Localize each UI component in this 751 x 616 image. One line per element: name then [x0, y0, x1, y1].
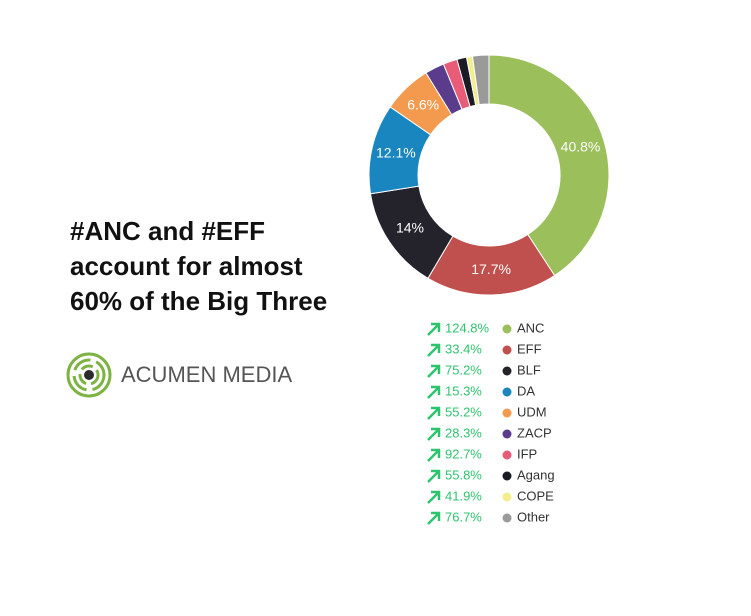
growth-arrow [427, 322, 441, 336]
legend-swatch [502, 366, 512, 376]
value-label: 6.6% [407, 96, 439, 112]
legend-label: Agang [517, 467, 555, 482]
growth-label: 76.7% [445, 509, 482, 524]
growth-arrow [427, 469, 441, 483]
value-label: 17.7% [471, 261, 511, 277]
growth-label: 92.7% [445, 446, 482, 461]
growth-label: 33.4% [445, 341, 482, 356]
growth-arrow [427, 364, 441, 378]
growth-arrow [427, 511, 441, 525]
brand: ACUMEN MEDIA [121, 362, 292, 387]
legend-label: UDM [517, 404, 547, 419]
legend-swatch [502, 387, 512, 397]
legend-label: Other [517, 509, 550, 524]
growth-arrow [427, 343, 441, 357]
slice [471, 54, 490, 106]
logo-icon [66, 352, 112, 398]
growth-arrow [427, 406, 441, 420]
growth-arrow [427, 490, 441, 504]
growth-label: 55.2% [445, 404, 482, 419]
chart-title: #ANC and #EFF account for almost 60% of … [70, 216, 328, 316]
growth-label: 41.9% [445, 488, 482, 503]
growth-arrow [427, 385, 441, 399]
legend-label: EFF [517, 341, 542, 356]
legend-swatch [502, 429, 512, 439]
legend-label: BLF [517, 362, 541, 377]
legend-swatch [502, 408, 512, 418]
growth-label: 75.2% [445, 362, 482, 377]
growth-label: 28.3% [445, 425, 482, 440]
legend-swatch [502, 492, 512, 502]
growth-label: 15.3% [445, 383, 482, 398]
value-label: 14% [396, 219, 424, 235]
legend-swatch [502, 471, 512, 481]
legend-label: COPE [517, 488, 554, 503]
legend-label: IFP [517, 446, 537, 461]
growth-arrow [427, 427, 441, 441]
growth-label: 124.8% [445, 320, 490, 335]
slice [488, 54, 610, 277]
growth-label: 55.8% [445, 467, 482, 482]
value-label: 40.8% [561, 138, 601, 154]
legend-label: ANC [517, 320, 544, 335]
legend-label: DA [517, 383, 535, 398]
legend-label: ZACP [517, 425, 552, 440]
legend-swatch [502, 324, 512, 334]
value-label: 12.1% [376, 145, 416, 161]
legend-swatch [502, 345, 512, 355]
growth-arrow [427, 448, 441, 462]
legend-swatch [502, 513, 512, 523]
legend-swatch [502, 450, 512, 460]
